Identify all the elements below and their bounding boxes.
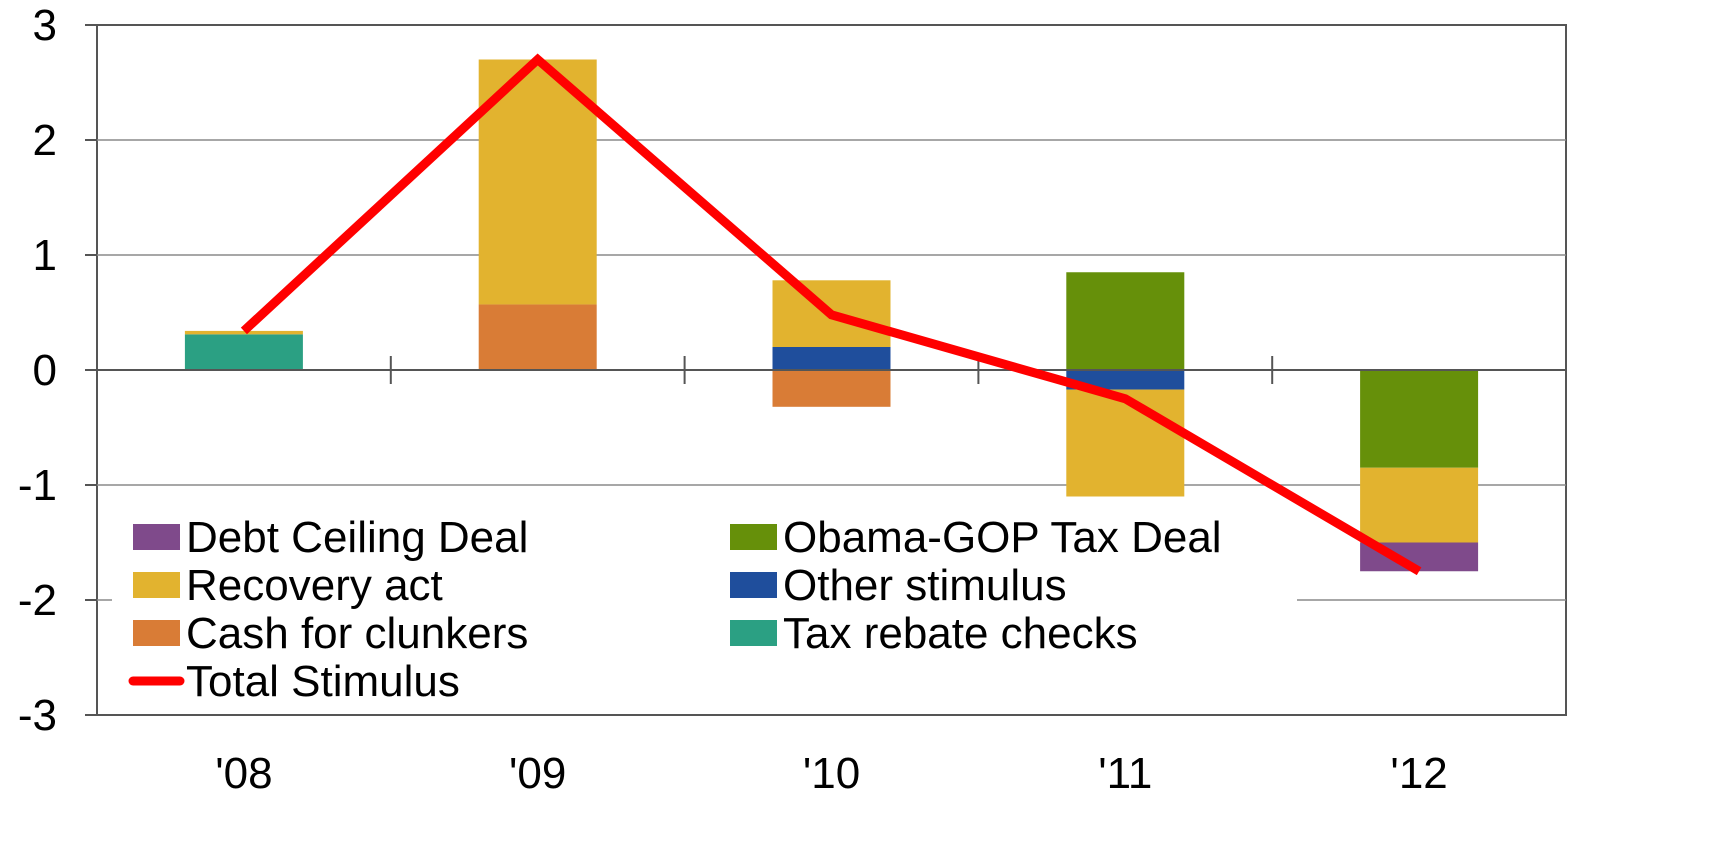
line-layer bbox=[240, 53, 1422, 576]
x-tick-label: '08 bbox=[215, 749, 272, 798]
legend: Debt Ceiling Deal Obama-GOP Tax Deal Recov… bbox=[112, 505, 1297, 706]
legend-swatch-debt-ceiling-deal bbox=[133, 524, 180, 550]
legend-background bbox=[112, 505, 1297, 705]
legend-label-other-stimulus: Other stimulus bbox=[783, 561, 1067, 610]
bar-tax-rebate-checks-0 bbox=[184, 334, 303, 370]
bar-other-stimulus-2 bbox=[772, 347, 891, 370]
y-tick-label: 0 bbox=[33, 346, 57, 395]
legend-swatch-tax-rebate-checks bbox=[730, 620, 777, 646]
legend-label-recovery-act: Recovery act bbox=[186, 561, 443, 610]
y-tick-label: 2 bbox=[33, 116, 57, 165]
legend-label-tax-rebate-checks: Tax rebate checks bbox=[783, 609, 1138, 658]
axis-layer: 3 2 1 0 -1 -2 -3 '08 '09 '10 '11 '12 bbox=[18, 1, 1566, 798]
legend-label-cash-for-clunkers: Cash for clunkers bbox=[186, 609, 528, 658]
y-tick-label: 3 bbox=[33, 1, 57, 50]
x-tick-label: '10 bbox=[803, 749, 860, 798]
bar-recovery-act-3 bbox=[1066, 389, 1185, 497]
legend-swatch-other-stimulus bbox=[730, 572, 777, 598]
legend-swatch-recovery-act bbox=[133, 572, 180, 598]
x-tick-label: '12 bbox=[1390, 749, 1447, 798]
bar-obama-gop-tax-deal-4 bbox=[1360, 370, 1479, 468]
y-tick-label: -2 bbox=[18, 576, 57, 625]
bar-cash-for-clunkers-1 bbox=[478, 304, 597, 370]
bar-recovery-act-4 bbox=[1360, 467, 1479, 543]
legend-label-total-stimulus: Total Stimulus bbox=[186, 657, 460, 706]
x-tick-label: '09 bbox=[509, 749, 566, 798]
y-tick-label: -3 bbox=[18, 691, 57, 740]
y-tick-label: 1 bbox=[33, 231, 57, 280]
bar-recovery-act-0 bbox=[184, 330, 303, 335]
legend-label-obama-gop-tax-deal: Obama-GOP Tax Deal bbox=[783, 513, 1222, 562]
bar-obama-gop-tax-deal-3 bbox=[1066, 272, 1185, 370]
legend-swatch-cash-for-clunkers bbox=[133, 620, 180, 646]
y-tick-label: -1 bbox=[18, 461, 57, 510]
legend-swatch-obama-gop-tax-deal bbox=[730, 524, 777, 550]
bar-other-stimulus-3 bbox=[1066, 370, 1185, 390]
x-tick-label: '11 bbox=[1098, 749, 1152, 798]
bar-cash-for-clunkers-2 bbox=[772, 370, 891, 407]
total-stimulus-line bbox=[240, 53, 1422, 576]
legend-label-debt-ceiling-deal: Debt Ceiling Deal bbox=[186, 513, 528, 562]
